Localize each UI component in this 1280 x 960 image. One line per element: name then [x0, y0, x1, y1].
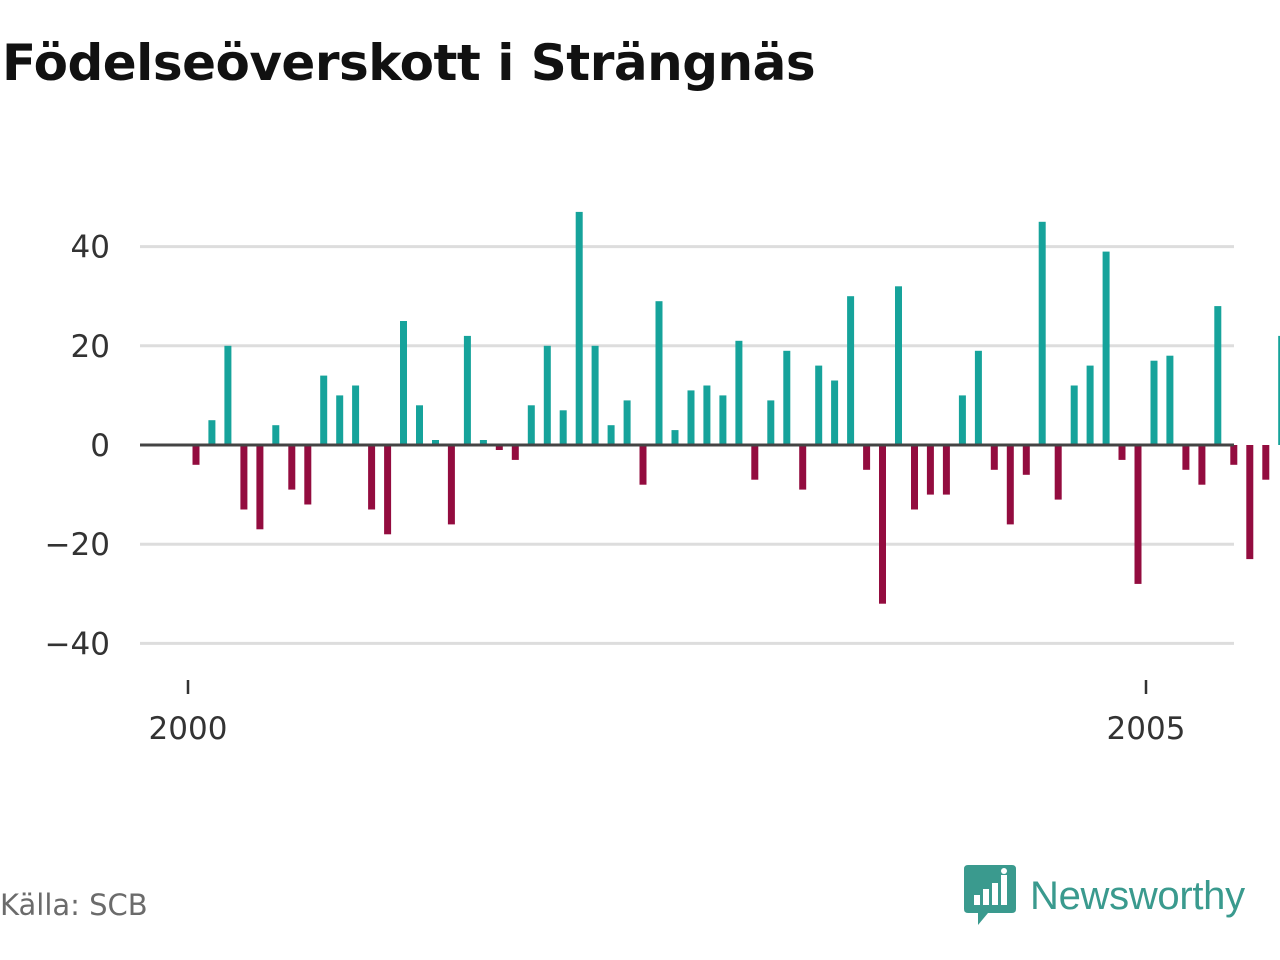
bar-positive — [1086, 365, 1094, 445]
bar-positive — [1278, 335, 1280, 445]
bar-positive — [1166, 355, 1174, 445]
bar-positive — [591, 345, 599, 445]
bar-positive — [575, 211, 583, 445]
bar-positive — [400, 321, 407, 445]
bar-positive — [1102, 251, 1110, 445]
bar-negative — [1182, 445, 1190, 470]
bar-positive — [320, 375, 328, 445]
bar-positive — [671, 430, 679, 445]
x-axis: 200020052010201520202025 — [149, 680, 1186, 747]
bar-positive — [735, 340, 743, 445]
bar-negative — [926, 445, 934, 495]
bar-positive — [974, 350, 982, 445]
bar-positive — [416, 405, 423, 445]
bar-positive — [1150, 360, 1158, 445]
bar-negative — [879, 445, 886, 604]
x-tick-label: 2000 — [149, 711, 228, 747]
bar-positive — [479, 440, 487, 445]
bar-negative — [447, 445, 455, 525]
bar-positive — [352, 385, 360, 445]
bar-positive — [1038, 221, 1046, 445]
bar-positive — [895, 286, 902, 445]
y-axis: 40 20 0 −20 −40 — [45, 230, 110, 663]
bar-negative — [256, 445, 264, 530]
bar-positive — [432, 440, 439, 445]
bar-negative — [799, 445, 807, 490]
y-tick-label: 0 — [90, 428, 110, 464]
bar-negative — [942, 445, 950, 495]
bar-negative — [1262, 445, 1270, 480]
bar-positive — [687, 390, 695, 445]
y-tick-label: −20 — [45, 527, 110, 563]
bar-positive — [543, 345, 551, 445]
bar-positive — [607, 425, 615, 445]
bar-negative — [1198, 445, 1206, 485]
bar-negative — [368, 445, 376, 510]
bar-positive — [1214, 306, 1222, 445]
chart-title: Födelseöverskott i Strängnäs — [2, 34, 816, 92]
bar-negative — [511, 445, 519, 460]
bar-negative — [240, 445, 248, 510]
bar-negative — [1118, 445, 1126, 460]
bar-positive — [623, 400, 631, 445]
bar-positive — [224, 345, 232, 445]
bar-negative — [192, 445, 200, 465]
bar-positive — [767, 400, 775, 445]
bar-negative — [639, 445, 647, 485]
bar-positive — [655, 301, 663, 445]
gridlines — [140, 245, 1234, 645]
bar-negative — [304, 445, 312, 505]
y-tick-label: 40 — [71, 230, 110, 266]
bar-negative — [1246, 445, 1254, 560]
bar-negative — [1054, 445, 1062, 500]
newsworthy-icon — [964, 865, 1016, 925]
bar-negative — [751, 445, 759, 480]
bar-negative — [911, 445, 918, 510]
bar-positive — [831, 380, 839, 445]
bar-positive — [703, 385, 711, 445]
bar-positive — [208, 420, 216, 445]
bar-negative — [1134, 445, 1142, 584]
bar-negative — [990, 445, 998, 470]
bars — [192, 211, 1280, 604]
bar-positive — [463, 335, 471, 445]
bar-positive — [815, 365, 823, 445]
x-tick-label: 2005 — [1107, 711, 1186, 747]
bar-positive — [719, 395, 727, 445]
bar-positive — [527, 405, 535, 445]
bar-positive — [847, 296, 855, 445]
bar-negative — [1006, 445, 1014, 525]
bar-positive — [336, 395, 344, 445]
bar-negative — [1022, 445, 1030, 475]
bar-negative — [384, 445, 392, 535]
y-tick-label: −40 — [45, 626, 110, 662]
bar-positive — [1070, 385, 1078, 445]
bar-negative — [495, 445, 503, 450]
bar-negative — [1230, 445, 1238, 465]
source-note: Källa: SCB — [0, 888, 148, 922]
brand-name: Newsworthy — [1030, 873, 1245, 918]
bar-negative — [863, 445, 871, 470]
y-tick-label: 20 — [71, 329, 110, 365]
brand-logo: Newsworthy — [964, 864, 1245, 928]
bar-positive — [958, 395, 966, 445]
bar-positive — [783, 350, 791, 445]
bar-positive — [272, 425, 280, 445]
bar-negative — [288, 445, 296, 490]
bar-positive — [559, 410, 567, 445]
